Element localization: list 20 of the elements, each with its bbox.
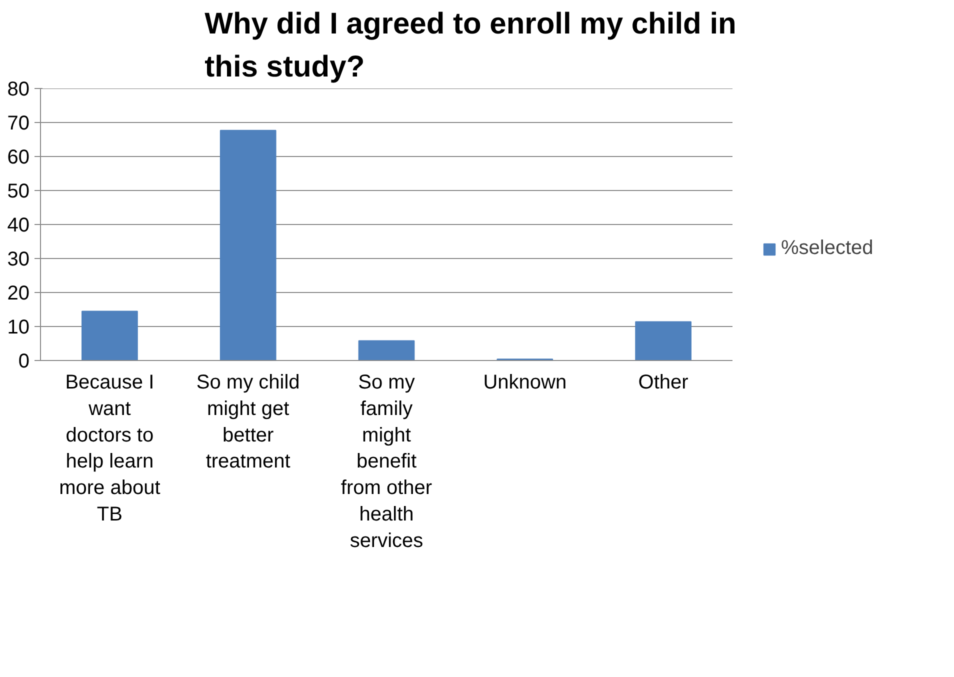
bar: [358, 340, 415, 360]
x-tick-label: Other: [638, 372, 689, 394]
x-tick-label: So my family might benefit from other health services: [340, 372, 432, 552]
x-tick-label: Unknown: [483, 372, 567, 394]
y-tick-label: 20: [7, 282, 30, 304]
y-tick-label: 0: [18, 350, 30, 372]
bar: [82, 310, 138, 360]
chart-title: Why did I agreed to enroll my child in this study?: [204, 8, 736, 84]
x-tick-label: So my child might get better treatment: [196, 372, 300, 473]
y-tick-label: 30: [7, 248, 30, 270]
bar: [220, 130, 276, 360]
y-tick-label: 70: [7, 112, 30, 134]
y-tick-label: 60: [7, 146, 30, 168]
legend-label: %selected: [781, 237, 874, 260]
y-tick-label: 80: [7, 78, 30, 100]
bar: [635, 321, 692, 360]
y-tick-label: 40: [7, 214, 30, 236]
y-tick-label: 50: [7, 180, 30, 202]
y-tick-label: 10: [7, 316, 30, 338]
x-tick-label: Because I want doctors to help learn more about TB: [59, 372, 161, 526]
